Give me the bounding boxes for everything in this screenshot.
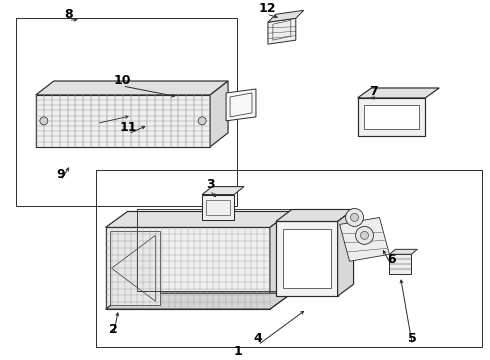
Polygon shape: [340, 217, 390, 261]
Text: 8: 8: [64, 8, 73, 21]
Text: 3: 3: [206, 178, 215, 191]
Polygon shape: [364, 105, 419, 129]
Text: 7: 7: [369, 85, 378, 99]
Polygon shape: [105, 293, 292, 309]
Polygon shape: [276, 210, 354, 221]
Text: 12: 12: [258, 2, 276, 15]
Polygon shape: [105, 211, 292, 228]
Polygon shape: [202, 194, 234, 220]
Text: 6: 6: [387, 253, 396, 266]
Polygon shape: [105, 228, 270, 309]
Text: 11: 11: [120, 121, 137, 134]
Text: 10: 10: [114, 73, 131, 86]
Polygon shape: [202, 186, 244, 194]
Polygon shape: [210, 81, 228, 147]
Polygon shape: [226, 89, 256, 121]
Polygon shape: [390, 254, 411, 274]
Polygon shape: [390, 249, 417, 254]
Circle shape: [350, 213, 359, 221]
Polygon shape: [110, 231, 160, 305]
Polygon shape: [270, 211, 292, 309]
Circle shape: [198, 117, 206, 125]
Circle shape: [40, 117, 48, 125]
Polygon shape: [358, 98, 425, 136]
Polygon shape: [36, 95, 210, 147]
Circle shape: [345, 208, 364, 226]
Text: 1: 1: [234, 345, 243, 359]
Circle shape: [361, 231, 368, 239]
Text: 2: 2: [109, 323, 118, 336]
Polygon shape: [338, 210, 354, 296]
Bar: [96, 170, 482, 347]
Polygon shape: [36, 81, 228, 95]
Text: 5: 5: [408, 333, 416, 346]
Polygon shape: [276, 221, 338, 296]
Text: 9: 9: [56, 168, 65, 181]
Circle shape: [356, 226, 373, 244]
Polygon shape: [283, 229, 331, 288]
Polygon shape: [268, 18, 296, 44]
Bar: [16, 18, 237, 206]
Polygon shape: [358, 88, 439, 98]
Polygon shape: [268, 10, 304, 22]
Text: 4: 4: [253, 333, 262, 346]
